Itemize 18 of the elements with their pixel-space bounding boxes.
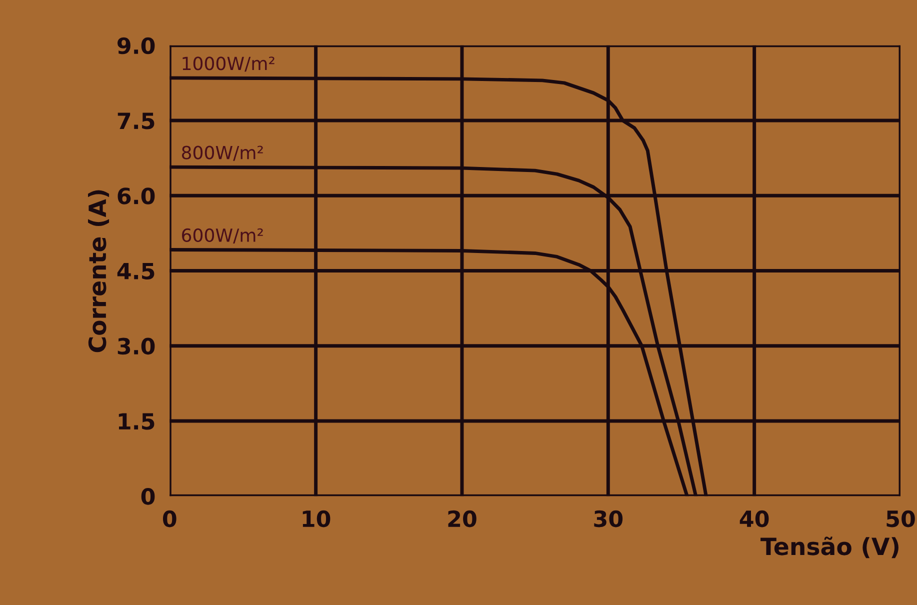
y-tick-label: 4.5 xyxy=(117,262,154,280)
x-axis-title: Tensão (V) xyxy=(760,536,898,558)
x-tick-label: 40 xyxy=(740,510,769,528)
x-tick-label: 0 xyxy=(162,510,176,528)
y-tick-label: 3.0 xyxy=(118,338,155,355)
annotation: 600W/m² xyxy=(182,228,263,244)
y-tick-label: 7.5 xyxy=(118,112,154,130)
y-tick-label: 0 xyxy=(141,488,155,505)
annotation: 1000W/m² xyxy=(182,56,274,72)
annotation: 800W/m² xyxy=(182,146,263,161)
y-tick-label: 9.0 xyxy=(118,37,155,54)
y-axis-title: Corrente (A) xyxy=(88,190,110,352)
x-tick-label: 10 xyxy=(302,510,330,528)
x-tick-label: 20 xyxy=(448,510,476,528)
y-tick-label: 6.0 xyxy=(118,188,155,204)
y-tick-label: 1.5 xyxy=(118,413,154,430)
x-tick-label: 30 xyxy=(594,510,623,528)
x-tick-label: 50 xyxy=(886,510,915,528)
